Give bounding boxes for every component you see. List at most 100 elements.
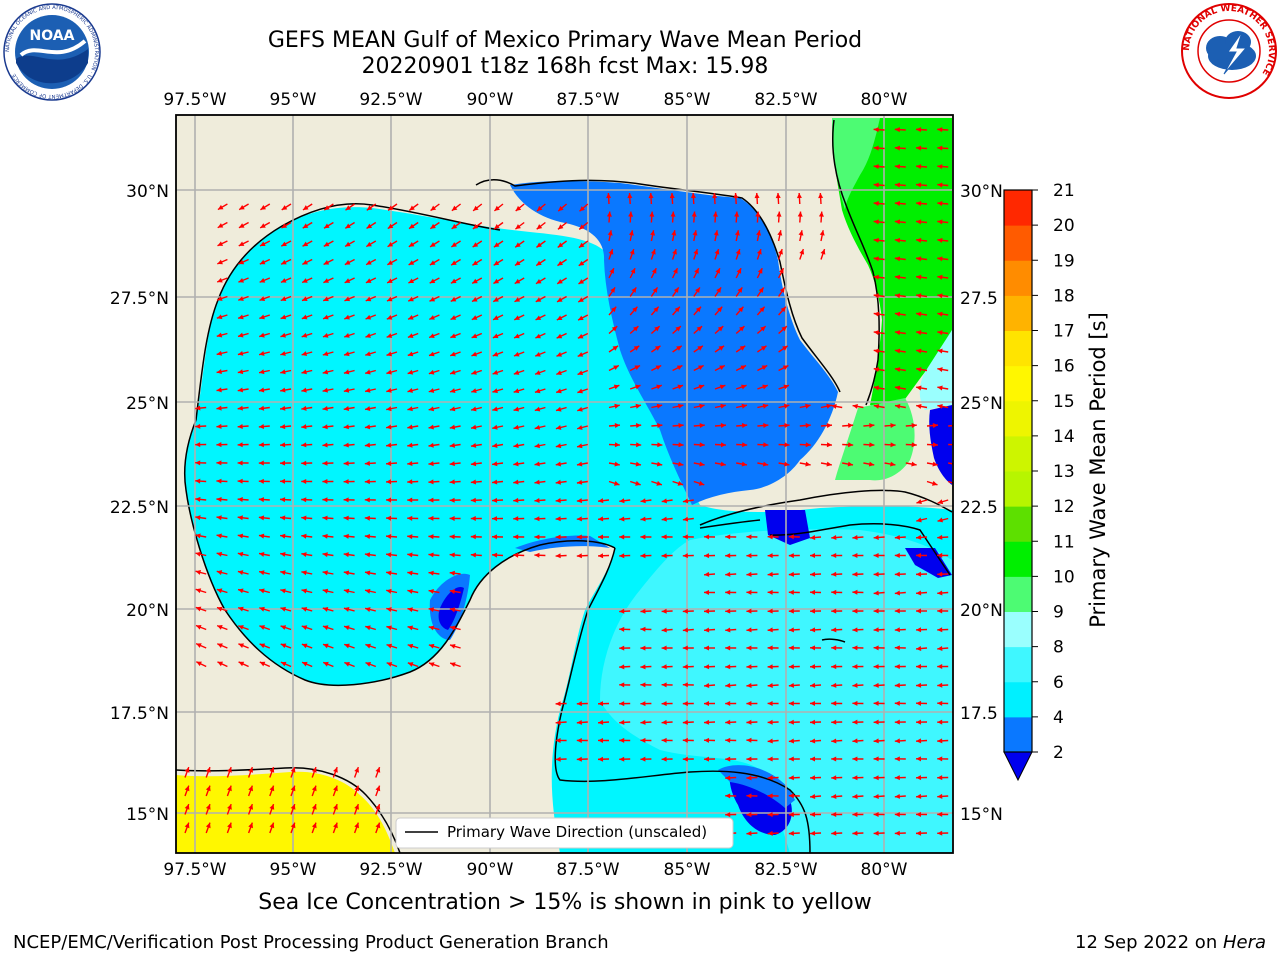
wave-arrow-head — [428, 643, 435, 649]
wave-arrow-head — [216, 314, 223, 320]
wave-arrow-head — [725, 756, 731, 762]
wave-arrow-head — [916, 664, 922, 670]
lon-labels-top: 97.5°W 95°W 92.5°W 90°W 87.5°W 85°W 82.5… — [163, 90, 907, 110]
wave-arrow-head — [513, 516, 519, 522]
wave-arrow-head — [576, 534, 582, 540]
yucatan-n-blue — [515, 535, 610, 552]
wave-arrow-head — [301, 643, 308, 649]
wave-arrow-head — [682, 701, 688, 707]
wave-arrow-head — [704, 737, 710, 743]
wave-arrow-head — [631, 287, 637, 293]
wave-arrow-head — [195, 515, 201, 521]
wave-arrow-head — [428, 442, 434, 448]
wave-arrow-head — [217, 277, 223, 283]
wave-arrow-head — [776, 211, 782, 217]
wave-arrow-head — [733, 193, 739, 199]
wave-arrow-head — [238, 588, 244, 594]
wave-arrow-head — [826, 423, 832, 429]
lon-label: 95°W — [270, 860, 317, 880]
wave-arrow-head — [494, 205, 500, 211]
wave-arrow-head — [386, 333, 393, 338]
wave-arrow-head — [931, 480, 938, 486]
colorbar-segment — [1004, 471, 1032, 507]
wave-arrow-head — [429, 296, 436, 302]
wave-arrow-head — [513, 461, 519, 467]
wave-arrow-head — [614, 461, 620, 467]
wave-arrow-head — [916, 348, 922, 354]
wave-arrow-head — [852, 719, 858, 725]
wave-arrow-head — [741, 384, 747, 390]
wave-arrow-head — [916, 756, 922, 762]
wave-arrow-head — [205, 804, 211, 810]
wave-arrow-head — [555, 479, 561, 485]
nws-logo: NATIONAL WEATHER SERVICE — [1181, 3, 1277, 99]
wave-arrow-head — [515, 205, 522, 211]
wave-arrow-head — [301, 351, 308, 356]
wave-arrow-head — [534, 443, 540, 449]
wave-arrow-head — [513, 497, 519, 503]
wave-arrow-head — [831, 700, 837, 706]
noaa-logo: NOAA NATIONAL OCEANIC AND ATMOSPHERIC AD… — [3, 3, 101, 101]
wave-arrow-head — [937, 738, 943, 744]
wave-arrow-head — [555, 534, 561, 540]
wave-arrow-head — [810, 719, 816, 725]
wave-arrow-head — [259, 588, 265, 594]
wave-arrow-head — [916, 608, 921, 614]
wave-arrow-head — [493, 278, 500, 284]
wave-arrow-head — [344, 351, 350, 357]
wave-arrow-head — [619, 645, 625, 651]
wave-arrow-head — [364, 497, 370, 503]
lat-label: 30°N — [960, 182, 1003, 202]
wave-arrow-head — [852, 812, 858, 818]
lon-label: 95°W — [270, 90, 317, 110]
wave-arrow-head — [614, 403, 620, 409]
wave-arrow-head — [894, 403, 901, 409]
wave-arrow-head — [322, 607, 329, 612]
wave-arrow-head — [237, 423, 243, 429]
wave-arrow-head — [894, 330, 901, 336]
wave-arrow-head — [894, 145, 900, 151]
lon-labels-bottom: 97.5°W 95°W 92.5°W 90°W 87.5°W 85°W 82.5… — [163, 860, 907, 880]
lat-label: 25°N — [960, 394, 1003, 414]
wave-arrow-head — [237, 442, 243, 448]
wave-arrow-head — [848, 442, 854, 448]
wave-arrow-head — [619, 534, 625, 540]
wave-arrow-head — [676, 365, 683, 371]
wave-arrow-head — [364, 460, 370, 466]
wave-arrow-head — [651, 268, 657, 274]
wave-arrow-head — [661, 627, 667, 633]
wave-arrow-head — [608, 249, 614, 255]
wave-arrow-head — [916, 219, 922, 225]
wave-arrow-head — [613, 365, 619, 371]
wave-arrow-head — [739, 326, 745, 332]
wave-arrow-head — [775, 193, 781, 199]
footer-date: 12 Sep 2022 on Hera — [1075, 932, 1266, 953]
wave-arrow-head — [344, 661, 350, 667]
wave-arrow-head — [788, 553, 794, 559]
wave-arrow-head — [873, 182, 879, 188]
wave-arrow-head — [628, 230, 634, 236]
wave-arrow-head — [576, 719, 582, 725]
wave-arrow-head — [407, 607, 413, 613]
wave-arrow-head — [916, 682, 922, 688]
wave-arrow-head — [640, 626, 646, 632]
wave-arrow-head — [916, 627, 922, 633]
wave-arrow-head — [873, 330, 880, 336]
wave-arrow-head — [555, 737, 561, 743]
wave-arrow-head — [311, 785, 317, 792]
lat-label: 20°N — [960, 601, 1003, 621]
wave-arrow-head — [699, 442, 705, 448]
lat-label: 27.5°N — [110, 289, 169, 309]
wave-arrow-head — [217, 223, 224, 228]
wave-arrow-head — [344, 260, 351, 265]
wave-arrow-head — [238, 606, 244, 612]
wave-arrow-head — [259, 296, 266, 301]
wave-arrow-head — [682, 719, 688, 725]
wave-arrow-head — [650, 249, 656, 255]
wave-arrow-head — [831, 738, 837, 744]
wave-arrow-head — [762, 403, 769, 409]
wave-arrow-head — [473, 205, 479, 211]
wave-arrow-head — [195, 570, 202, 575]
colorbar-segment — [1004, 190, 1032, 226]
wave-arrow-head — [831, 645, 837, 651]
